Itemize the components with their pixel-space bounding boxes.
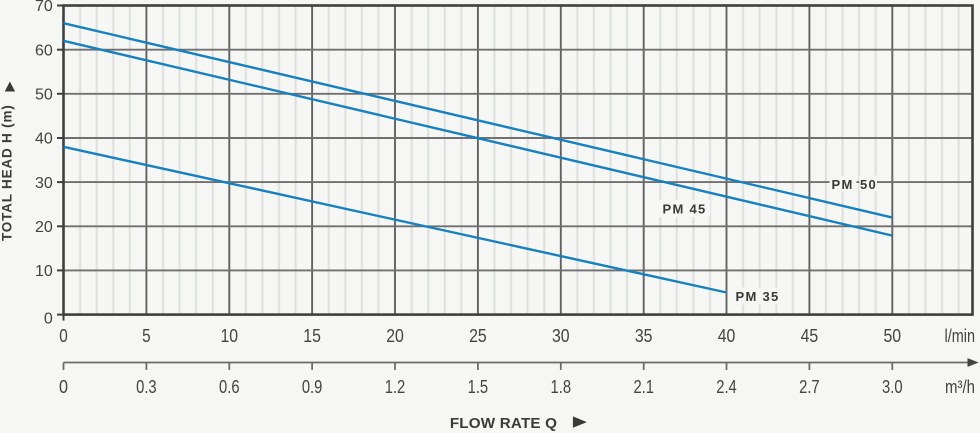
svg-text:5: 5 xyxy=(142,326,151,346)
svg-text:2.1: 2.1 xyxy=(633,377,654,397)
svg-text:20: 20 xyxy=(35,219,53,236)
svg-text:50: 50 xyxy=(860,177,877,192)
svg-text:0.6: 0.6 xyxy=(219,377,240,397)
svg-text:2.4: 2.4 xyxy=(716,377,737,397)
svg-text:25: 25 xyxy=(469,326,487,346)
svg-text:40: 40 xyxy=(35,131,53,148)
svg-text:30: 30 xyxy=(35,175,53,192)
svg-text:1.2: 1.2 xyxy=(385,377,406,397)
svg-text:45: 45 xyxy=(801,326,819,346)
svg-text:50: 50 xyxy=(884,326,902,346)
svg-text:20: 20 xyxy=(386,326,404,346)
svg-text:TOTAL HEAD H (m): TOTAL HEAD H (m) xyxy=(0,104,15,241)
svg-text:0: 0 xyxy=(59,377,68,397)
svg-text:30: 30 xyxy=(552,326,570,346)
svg-text:35: 35 xyxy=(635,326,653,346)
svg-text:l/min: l/min xyxy=(945,326,976,346)
svg-text:2.7: 2.7 xyxy=(799,377,820,397)
svg-text:15: 15 xyxy=(303,326,321,346)
svg-text:10: 10 xyxy=(221,326,239,346)
svg-text:70: 70 xyxy=(35,0,53,15)
svg-text:60: 60 xyxy=(35,42,53,59)
svg-text:50: 50 xyxy=(35,87,53,104)
svg-text:10: 10 xyxy=(35,263,53,280)
svg-text:0: 0 xyxy=(44,311,53,328)
svg-text:PM 45: PM 45 xyxy=(663,202,707,217)
svg-text:40: 40 xyxy=(718,326,736,346)
svg-text:PM 35: PM 35 xyxy=(736,289,780,304)
svg-text:3.0: 3.0 xyxy=(882,377,903,397)
svg-text:PM: PM xyxy=(832,177,854,192)
svg-text:1.8: 1.8 xyxy=(551,377,572,397)
svg-text:0: 0 xyxy=(59,326,68,346)
svg-text:0.3: 0.3 xyxy=(136,377,157,397)
svg-text:0.9: 0.9 xyxy=(302,377,323,397)
svg-text:m³/h: m³/h xyxy=(945,377,975,397)
svg-text:1.5: 1.5 xyxy=(468,377,489,397)
svg-text:FLOW RATE Q: FLOW RATE Q xyxy=(450,415,557,432)
